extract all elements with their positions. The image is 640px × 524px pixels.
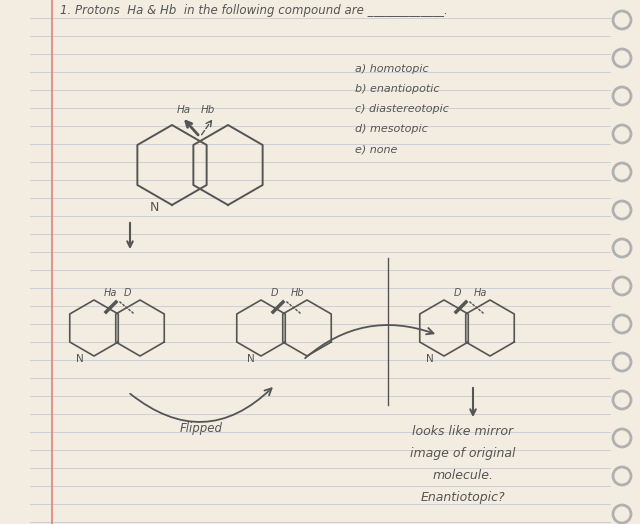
Text: b) enantiopotic: b) enantiopotic [355,84,440,94]
Text: D: D [124,288,131,298]
Text: Ha: Ha [104,288,117,298]
Text: N: N [247,354,255,364]
Text: Hb: Hb [291,288,305,298]
Text: d) mesotopic: d) mesotopic [355,124,428,134]
Text: N: N [426,354,434,364]
Text: e) none: e) none [355,144,397,154]
Text: Enantiotopic?: Enantiotopic? [420,491,506,504]
Text: molecule.: molecule. [433,469,493,482]
Text: looks like mirror: looks like mirror [412,425,513,438]
Text: Ha: Ha [474,288,488,298]
Text: Ha: Ha [177,105,191,115]
FancyArrowPatch shape [130,388,271,422]
Text: image of original: image of original [410,447,516,460]
Text: a) homotopic: a) homotopic [355,64,429,74]
Text: N: N [149,201,159,214]
Text: N: N [76,354,84,364]
Text: Flipped: Flipped [180,422,223,435]
Text: 1. Protons  Ha & Hb  in the following compound are _____________.: 1. Protons Ha & Hb in the following comp… [60,4,448,17]
Text: Hb: Hb [201,105,215,115]
Text: c) diastereotopic: c) diastereotopic [355,104,449,114]
FancyArrowPatch shape [305,325,433,358]
Text: D: D [454,288,461,298]
Text: D: D [271,288,278,298]
